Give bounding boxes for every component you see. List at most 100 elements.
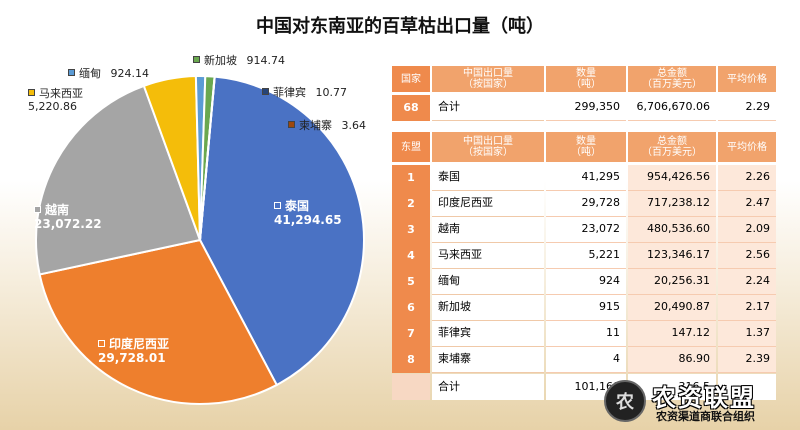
pie-label: 泰国 41,294.65 bbox=[274, 199, 342, 228]
slice-value: 10.77 bbox=[315, 86, 348, 99]
table-row: 3 越南 23,072 480,536.60 2.09 bbox=[392, 217, 776, 243]
legend-swatch bbox=[68, 69, 75, 76]
row-country: 新加坡 bbox=[432, 295, 544, 321]
header-cell: 总金额 （百万美元） bbox=[628, 66, 716, 92]
header-cell: 东盟 bbox=[392, 132, 430, 162]
slice-value: 914.74 bbox=[246, 54, 286, 67]
row-index: 2 bbox=[392, 191, 430, 217]
pie-label: 马来西亚 5,220.86 bbox=[28, 87, 83, 113]
legend-swatch bbox=[262, 88, 269, 95]
pie-slice-3 bbox=[35, 84, 202, 276]
table-row: 2 印度尼西亚 29,728 717,238.12 2.47 bbox=[392, 191, 776, 217]
row-quantity: 4 bbox=[546, 347, 626, 373]
row-amount: 147.12 bbox=[628, 321, 716, 347]
total-price bbox=[718, 374, 776, 400]
slice-value: 23,072.22 bbox=[34, 216, 102, 231]
row-index: 6 bbox=[392, 295, 430, 321]
pie-label: 越南 23,072.22 bbox=[34, 203, 102, 232]
row-amount: 480,536.60 bbox=[628, 217, 716, 243]
row-amount: 86.90 bbox=[628, 347, 716, 373]
header-cell: 中国出口量 （按国家） bbox=[432, 132, 544, 162]
detail-header-row: 东盟 中国出口量 （按国家） 数量 （吨） 总金额 （百万美元） 平均价格 bbox=[392, 132, 776, 162]
slice-name: 马来西亚 bbox=[39, 87, 83, 100]
row-amount: 20,490.87 bbox=[628, 295, 716, 321]
pie-slice-8 bbox=[199, 75, 216, 241]
header-cell: 平均价格 bbox=[718, 66, 776, 92]
summary-price: 2.29 bbox=[718, 95, 776, 121]
row-index: 7 bbox=[392, 321, 430, 347]
row-price: 2.56 bbox=[718, 243, 776, 269]
legend-swatch bbox=[28, 89, 35, 96]
table-row: 1 泰国 41,295 954,426.56 2.26 bbox=[392, 165, 776, 191]
table-row: 8 柬埔寨 4 86.90 2.39 bbox=[392, 347, 776, 373]
summary-header-row: 国家 中国出口量 （按国家） 数量 （吨） 总金额 （百万美元） 平均价格 bbox=[392, 66, 776, 92]
logo-mark-icon: 农 bbox=[604, 380, 646, 422]
header-cell: 中国出口量 （按国家） bbox=[432, 66, 544, 92]
row-country: 柬埔寨 bbox=[432, 347, 544, 373]
row-index: 8 bbox=[392, 347, 430, 373]
row-amount: 20,256.31 bbox=[628, 269, 716, 295]
row-price: 2.24 bbox=[718, 269, 776, 295]
row-country: 马来西亚 bbox=[432, 243, 544, 269]
logo-subtitle: 农资渠道商联合组织 bbox=[656, 410, 755, 423]
header-cell: 平均价格 bbox=[718, 132, 776, 162]
summary-quantity: 299,350 bbox=[546, 95, 626, 121]
pie-label: 新加坡 914.74 bbox=[193, 54, 286, 68]
row-price: 2.47 bbox=[718, 191, 776, 217]
header-cell: 国家 bbox=[392, 66, 430, 92]
chart-title: 中国对东南亚的百草枯出口量（吨） bbox=[256, 16, 544, 37]
watermark-logo: 农 农资联盟 农资渠道商联合组织 bbox=[604, 378, 794, 426]
slice-name: 新加坡 bbox=[204, 54, 237, 67]
summary-count: 68 bbox=[392, 95, 430, 121]
row-price: 2.26 bbox=[718, 165, 776, 191]
summary-row: 68 合计 299,350 6,706,670.06 2.29 bbox=[392, 95, 776, 121]
legend-swatch bbox=[98, 340, 105, 347]
pie-label: 印度尼西亚 29,728.01 bbox=[98, 337, 170, 366]
slice-name: 印度尼西亚 bbox=[109, 337, 170, 351]
row-quantity: 924 bbox=[546, 269, 626, 295]
summary-label: 合计 bbox=[432, 95, 544, 121]
table-row: 4 马来西亚 5,221 123,346.17 2.56 bbox=[392, 243, 776, 269]
slice-value: 3.64 bbox=[341, 119, 367, 132]
slice-value: 29,728.01 bbox=[98, 350, 166, 365]
row-country: 印度尼西亚 bbox=[432, 191, 544, 217]
legend-swatch bbox=[34, 206, 41, 213]
table-row: 5 缅甸 924 20,256.31 2.24 bbox=[392, 269, 776, 295]
total-label: 合计 bbox=[432, 374, 544, 400]
table-row: 6 新加坡 915 20,490.87 2.17 bbox=[392, 295, 776, 321]
legend-swatch bbox=[288, 121, 295, 128]
row-price: 2.17 bbox=[718, 295, 776, 321]
row-quantity: 23,072 bbox=[546, 217, 626, 243]
row-quantity: 41,295 bbox=[546, 165, 626, 191]
legend-swatch bbox=[193, 56, 200, 63]
row-country: 泰国 bbox=[432, 165, 544, 191]
row-price: 1.37 bbox=[718, 321, 776, 347]
pie-label: 柬埔寨 3.64 bbox=[288, 119, 367, 133]
slice-name: 柬埔寨 bbox=[299, 119, 332, 132]
row-amount: 954,426.56 bbox=[628, 165, 716, 191]
slice-name: 越南 bbox=[45, 203, 70, 217]
row-quantity: 29,728 bbox=[546, 191, 626, 217]
pie-label: 菲律宾 10.77 bbox=[262, 86, 348, 100]
row-index: 1 bbox=[392, 165, 430, 191]
row-country: 菲律宾 bbox=[432, 321, 544, 347]
pie-label: 缅甸 924.14 bbox=[68, 67, 150, 81]
slice-name: 缅甸 bbox=[79, 67, 101, 80]
slice-value: 5,220.86 bbox=[28, 99, 77, 113]
total-index bbox=[392, 374, 430, 400]
logo-name: 农资联盟 bbox=[652, 384, 756, 412]
slice-name: 菲律宾 bbox=[273, 86, 306, 99]
pie-slice-2 bbox=[38, 238, 279, 405]
header-cell: 数量 （吨） bbox=[546, 66, 626, 92]
summary-amount: 6,706,670.06 bbox=[628, 95, 716, 121]
row-quantity: 5,221 bbox=[546, 243, 626, 269]
slice-value: 924.14 bbox=[110, 67, 150, 80]
row-country: 越南 bbox=[432, 217, 544, 243]
slice-name: 泰国 bbox=[285, 199, 310, 213]
row-index: 4 bbox=[392, 243, 430, 269]
row-amount: 717,238.12 bbox=[628, 191, 716, 217]
row-index: 5 bbox=[392, 269, 430, 295]
row-quantity: 915 bbox=[546, 295, 626, 321]
table-row: 7 菲律宾 11 147.12 1.37 bbox=[392, 321, 776, 347]
